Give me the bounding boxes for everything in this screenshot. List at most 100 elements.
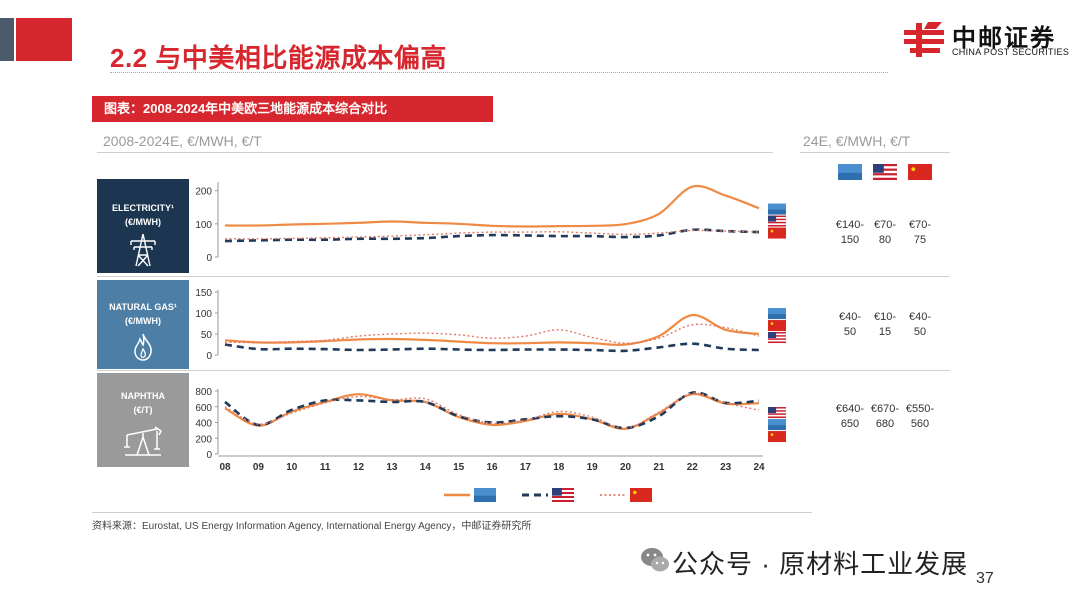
range-low: €10- [873,311,897,323]
x-tick-label: 20 [620,462,632,473]
energy-cost-line-chart: 0 100 200 0 50 100 150 0 200 400 600 800 08 09 10 11 12 1… [195,182,786,473]
header-flag-us-icon [873,164,897,180]
end-flag-cn-icon [768,320,786,332]
x-tick-label: 17 [520,462,532,473]
y-tick-label: 600 [195,403,212,414]
range-cell: €70- 75 [902,218,938,248]
y-tick-label: 800 [195,387,212,398]
chart-legend [444,488,652,502]
range-low: €670- [870,403,900,415]
x-tick-label: 08 [219,462,231,473]
x-tick-label: 19 [587,462,599,473]
right-subtitle: 24E, €/MWH, €/T [803,133,911,149]
y-tick-label: 100 [195,309,212,320]
legend-flag-cn-icon [630,488,652,502]
legend-flag-eu-icon [474,488,496,502]
x-tick-label: 13 [386,462,398,473]
end-flag-us-icon [768,407,786,419]
panel-label-line2: (€/T) [133,405,153,415]
range-low: €70- [908,219,932,231]
end-flag-eu-icon [768,203,786,215]
logo-english-name: CHINA POST SECURITIES [952,47,1070,57]
logo-chinese-name: 中邮证券 [952,25,1056,52]
y-tick-label: 0 [206,351,212,362]
series-line-us [224,342,760,353]
panel-label-line1: NATURAL GAS¹ [109,302,177,312]
range-cell: €550- 560 [902,402,938,432]
end-flag-eu-icon [768,308,786,320]
x-tick-label: 11 [320,462,331,473]
corner-decoration-gray [0,18,14,61]
panel-electricity: ELECTRICITY¹ (€/MWH) [97,179,189,273]
panel-label-line2: (€/MWH) [125,316,161,326]
range-high: 15 [878,326,892,338]
range-cell: €70- 80 [867,218,903,248]
us-flag-icon [873,164,897,180]
range-cell: €640- 650 [832,402,868,432]
y-tick-label: 50 [201,330,213,341]
y-tick-label: 200 [195,434,212,445]
panel-label-line2: (€/MWH) [125,217,161,227]
x-tick-label: 24 [753,462,765,473]
source-note: 资料来源：Eurostat, US Energy Information Age… [92,521,532,532]
page-title: 2.2 与中美相比能源成本偏高 [110,43,447,73]
range-low: €70- [873,219,897,231]
range-cell: €40- 50 [902,310,938,340]
range-high: 75 [913,234,927,246]
series-line-eu [224,313,760,346]
panel-label-line1: NAPHTHA [121,391,165,401]
x-tick-label: 21 [653,462,665,473]
series-line-cn [224,229,760,240]
range-low: €640- [835,403,865,415]
end-flag-us-icon [768,332,786,344]
range-high: 150 [840,234,860,246]
range-cell: €10- 15 [867,310,903,340]
y-tick-label: 200 [195,187,212,198]
series-line-cn [224,323,760,344]
wechat-account: 公众号 · 原材料工业发展 [672,549,969,579]
y-tick-label: 0 [206,253,212,264]
range-high: 50 [843,326,857,338]
title-divider [110,72,888,73]
y-tick-label: 0 [206,450,212,461]
right-subtitle-rule [800,152,950,153]
chart-panel-electricity: 0 100 200 [195,182,786,264]
range-high: 560 [910,418,930,430]
source-divider [92,512,812,513]
figure-caption: 图表：2008-2024年中美欧三地能源成本综合对比 [92,96,493,122]
eu-flag-icon [838,164,862,180]
series-line-us [224,228,760,243]
flame-icon [134,333,152,361]
range-cell: €140- 150 [832,218,868,248]
x-tick-label: 22 [687,462,699,473]
row-divider [97,276,950,277]
series-line-cn [224,392,760,429]
range-cell: €40- 50 [832,310,868,340]
power-tower-icon [130,233,156,267]
series-line-eu [224,392,760,430]
x-tick-label: 15 [453,462,465,473]
range-low: €40- [908,311,932,323]
cn-flag-icon [908,164,932,180]
chart-panel-naphtha: 0 200 400 600 800 08 09 10 11 12 13 14 15 16 17 18 19 20 2… [195,387,786,473]
range-low: €140- [835,219,865,231]
panel-natural-gas: NATURAL GAS¹ (€/MWH) [97,280,189,369]
end-flag-eu-icon [768,419,786,431]
y-tick-label: 400 [195,419,212,430]
end-flag-cn-icon [768,431,786,443]
series-line-us [224,391,760,430]
left-subtitle-rule [97,152,773,153]
series-line-eu [224,184,760,228]
range-low: €40- [838,311,862,323]
x-tick-label: 10 [286,462,298,473]
x-tick-label: 16 [486,462,498,473]
end-flag-cn-icon [768,227,786,239]
range-low: €550- [905,403,935,415]
x-tick-label: 09 [253,462,265,473]
legend-flag-us-icon [552,488,574,502]
x-tick-label: 18 [553,462,565,473]
range-cell: €670- 680 [867,402,903,432]
range-high: 50 [913,326,927,338]
corner-decoration-red [16,18,72,61]
left-subtitle: 2008-2024E, €/MWH, €/T [103,133,262,149]
